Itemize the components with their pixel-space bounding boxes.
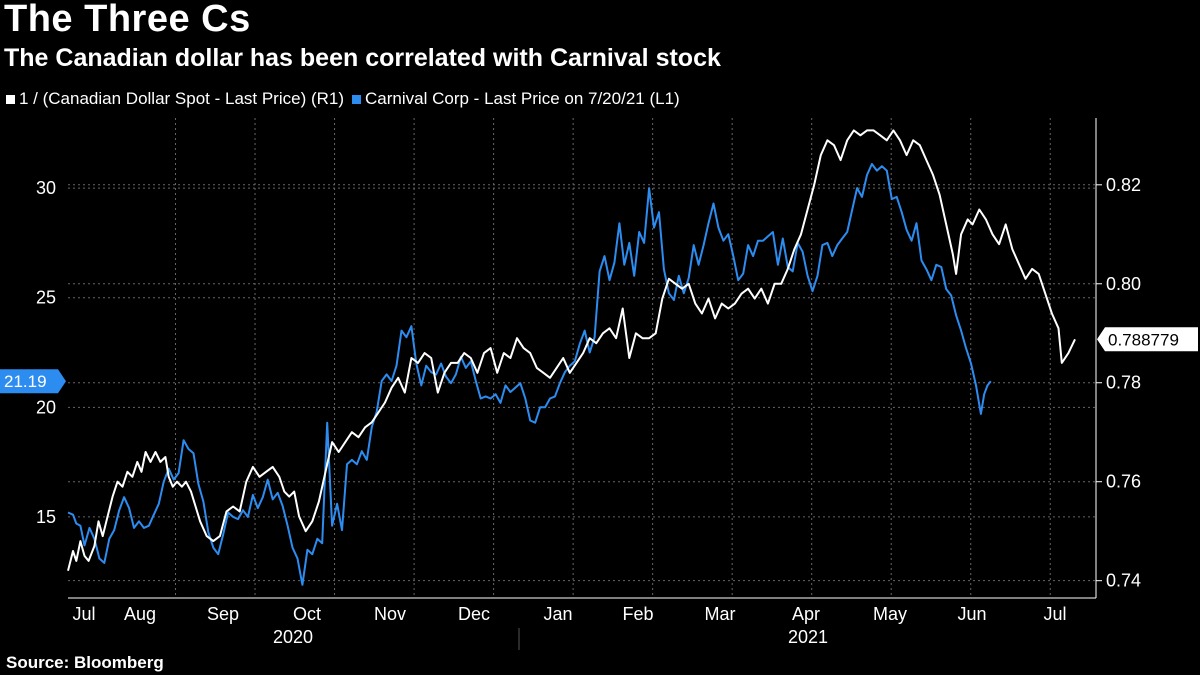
y-tick-label-left: 30 xyxy=(36,178,56,198)
x-tick-label: Jul xyxy=(72,604,95,624)
x-tick-label: May xyxy=(873,604,907,624)
x-tick-label: Dec xyxy=(458,604,490,624)
series xyxy=(67,129,1076,586)
x-year-label: 2020 xyxy=(273,627,313,647)
legend: 1 / (Canadian Dollar Spot - Last Price) … xyxy=(6,89,688,109)
y-tick-label-right: 0.80 xyxy=(1106,274,1141,294)
x-tick-label: Sep xyxy=(207,604,239,624)
legend-entry-cad: 1 / (Canadian Dollar Spot - Last Price) … xyxy=(6,89,344,109)
last-value-right: 0.788779 xyxy=(1108,330,1179,349)
y-tick-label-left: 25 xyxy=(36,288,56,308)
y-tick-label-right: 0.76 xyxy=(1106,472,1141,492)
chart-title: The Three Cs xyxy=(4,0,251,40)
series-line-cad xyxy=(67,129,1076,572)
last-value-tag-left xyxy=(0,369,66,394)
chart-subtitle: The Canadian dollar has been correlated … xyxy=(4,44,721,72)
legend-swatch-cad xyxy=(6,94,15,104)
x-tick-label: Oct xyxy=(293,604,321,624)
last-value-tag-right xyxy=(1097,327,1198,352)
legend-label-carnival: Carnival Corp - Last Price on 7/20/21 (L… xyxy=(365,89,680,108)
x-tick-label: Mar xyxy=(705,604,736,624)
x-year-label: 2021 xyxy=(788,627,828,647)
last-value-labels: 21.19 0.788779 xyxy=(0,327,1198,394)
source-note: Source: Bloomberg xyxy=(6,653,164,672)
legend-entry-carnival: Carnival Corp - Last Price on 7/20/21 (L… xyxy=(352,89,680,109)
y-tick-label-right: 0.78 xyxy=(1106,373,1141,393)
y-tick-label-right: 0.74 xyxy=(1106,571,1141,591)
x-tick-label: Apr xyxy=(792,604,820,624)
x-axis-ticks: Jul Aug Sep Oct Nov Dec Jan Feb Mar Apr May Jun Jul 2… xyxy=(72,604,1066,647)
y-tick-label-left: 15 xyxy=(36,507,56,527)
x-tick-label: Jun xyxy=(957,604,986,624)
x-tick-label: Aug xyxy=(124,604,156,624)
y-tick-label-left: 20 xyxy=(36,397,56,417)
legend-label-cad: 1 / (Canadian Dollar Spot - Last Price) … xyxy=(19,89,345,108)
grid xyxy=(68,118,1096,598)
x-tick-label: Nov xyxy=(374,604,406,624)
y-tick-label-right: 0.82 xyxy=(1106,175,1141,195)
last-value-left: 21.19 xyxy=(4,372,47,391)
legend-swatch-carnival xyxy=(352,94,362,104)
right-axis-ticks: 0.74 0.76 0.78 0.80 0.82 xyxy=(1096,175,1141,591)
left-axis-ticks: 15 20 25 30 xyxy=(36,178,56,527)
x-tick-label: Jul xyxy=(1043,604,1066,624)
series-line-carnival xyxy=(67,163,992,586)
axes xyxy=(68,118,1097,599)
x-tick-label: Feb xyxy=(622,604,653,624)
x-tick-label: Jan xyxy=(543,604,572,624)
